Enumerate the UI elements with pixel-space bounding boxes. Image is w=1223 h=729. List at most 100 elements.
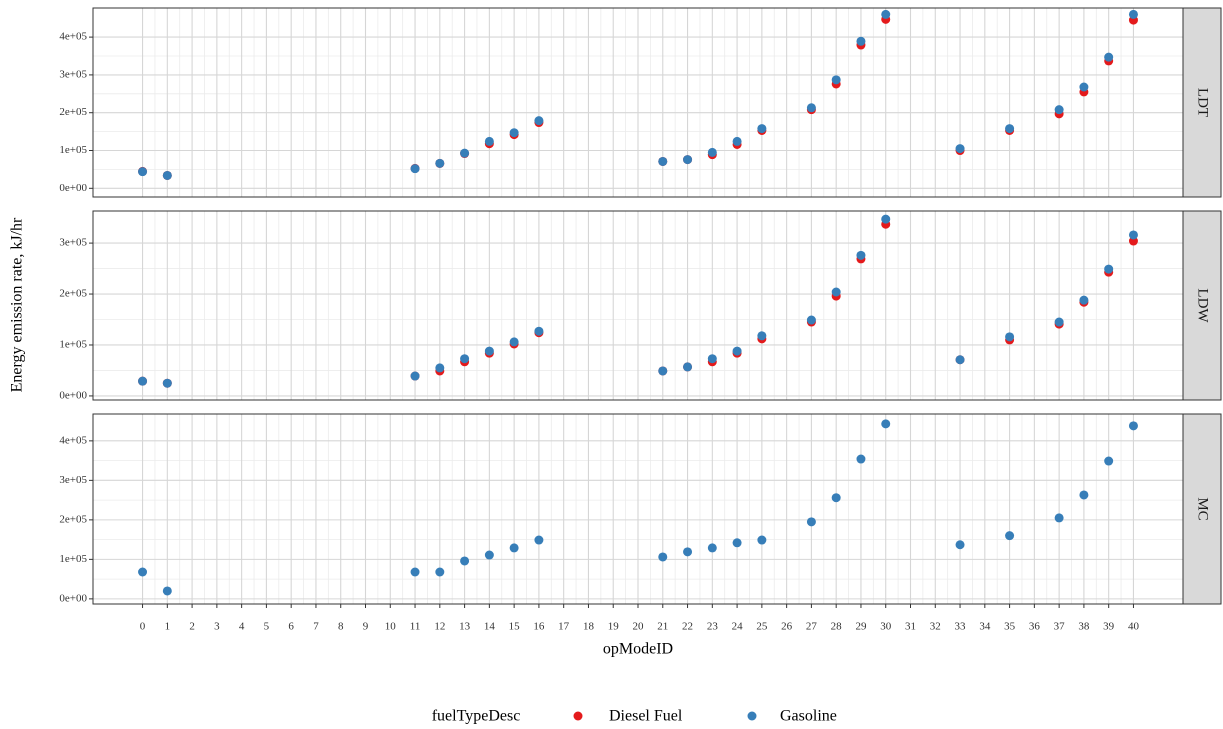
point	[881, 214, 891, 224]
y-tick-label: 4e+05	[59, 434, 87, 446]
y-axis-title: Energy emission rate, kJ/hr	[9, 217, 26, 392]
point	[831, 287, 841, 297]
point	[1005, 332, 1015, 342]
point	[162, 170, 172, 180]
point	[534, 326, 544, 336]
point	[484, 550, 494, 560]
x-tick-label: 19	[608, 621, 620, 633]
x-tick-label: 26	[781, 621, 793, 633]
x-tick-label: 6	[288, 621, 294, 633]
legend-label: Gasoline	[780, 708, 837, 725]
point	[435, 567, 445, 577]
y-tick-label: 0e+00	[59, 592, 87, 604]
point	[534, 535, 544, 545]
x-axis-title: opModeID	[603, 641, 673, 658]
point	[806, 517, 816, 527]
x-tick-label: 22	[682, 621, 693, 633]
x-tick-label: 3	[214, 621, 220, 633]
point	[856, 454, 866, 464]
point	[658, 156, 668, 166]
x-tick-label: 10	[385, 621, 397, 633]
point	[955, 144, 965, 154]
strip	[1182, 413, 1222, 605]
x-tick-label: 27	[806, 621, 818, 633]
point	[435, 158, 445, 168]
point	[856, 250, 866, 260]
point	[484, 346, 494, 356]
point	[162, 378, 172, 388]
point	[683, 547, 693, 557]
point	[881, 419, 891, 429]
point	[1104, 52, 1114, 62]
point	[757, 331, 767, 341]
point	[955, 540, 965, 550]
x-tick-label: 34	[979, 621, 991, 633]
point	[732, 346, 742, 356]
strip	[1182, 210, 1222, 401]
point	[658, 552, 668, 562]
point	[757, 535, 767, 545]
legend-marker	[573, 711, 583, 721]
point	[732, 538, 742, 548]
point	[1079, 490, 1089, 500]
x-tick-label: 38	[1078, 621, 1090, 633]
point	[162, 586, 172, 596]
x-tick-label: 5	[264, 621, 270, 633]
point	[732, 136, 742, 146]
x-tick-label: 31	[905, 621, 916, 633]
point	[1079, 82, 1089, 92]
point	[138, 376, 148, 386]
x-tick-label: 40	[1128, 621, 1140, 633]
point	[1054, 513, 1064, 523]
x-tick-label: 7	[313, 621, 319, 633]
point	[410, 164, 420, 174]
y-tick-label: 3e+05	[59, 237, 87, 249]
legend-label: Diesel Fuel	[609, 708, 683, 725]
x-tick-label: 29	[855, 621, 867, 633]
x-tick-label: 35	[1004, 621, 1016, 633]
x-tick-label: 23	[707, 621, 719, 633]
x-tick-label: 4	[239, 621, 245, 633]
y-tick-label: 4e+05	[59, 31, 87, 43]
x-tick-label: 1	[165, 621, 171, 633]
y-tick-label: 0e+00	[59, 389, 87, 401]
point	[1054, 317, 1064, 327]
strip	[1182, 7, 1222, 198]
point	[831, 75, 841, 85]
point	[460, 556, 470, 566]
point	[806, 103, 816, 113]
y-tick-label: 2e+05	[59, 288, 87, 300]
x-tick-label: 14	[484, 621, 496, 633]
y-tick-label: 3e+05	[59, 68, 87, 80]
point	[509, 543, 519, 553]
point	[1104, 264, 1114, 274]
x-tick-label: 28	[831, 621, 843, 633]
x-tick-label: 0	[140, 621, 146, 633]
point	[1079, 295, 1089, 305]
y-tick-label: 1e+05	[59, 553, 87, 565]
x-tick-label: 25	[756, 621, 768, 633]
x-tick-label: 9	[363, 621, 369, 633]
x-tick-label: 32	[930, 621, 941, 633]
point	[410, 567, 420, 577]
x-tick-label: 30	[880, 621, 892, 633]
x-tick-label: 18	[583, 621, 595, 633]
x-tick-label: 15	[509, 621, 521, 633]
strip-label: LDW	[1195, 288, 1211, 323]
point	[410, 371, 420, 381]
point	[1128, 9, 1138, 19]
strip-label: MC	[1195, 497, 1211, 520]
y-tick-label: 2e+05	[59, 106, 87, 118]
x-tick-label: 13	[459, 621, 471, 633]
point	[658, 366, 668, 376]
point	[435, 363, 445, 373]
y-tick-label: 3e+05	[59, 474, 87, 486]
point	[138, 567, 148, 577]
point	[1005, 124, 1015, 134]
x-tick-label: 8	[338, 621, 344, 633]
point	[955, 355, 965, 365]
point	[534, 116, 544, 126]
point	[881, 9, 891, 19]
x-tick-label: 39	[1103, 621, 1115, 633]
